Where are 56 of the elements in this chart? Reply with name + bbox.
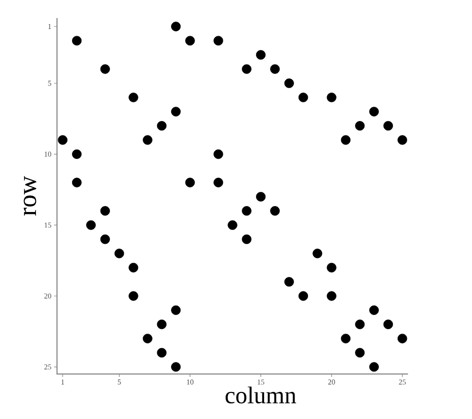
- point: [58, 135, 68, 145]
- point: [100, 206, 110, 216]
- point: [128, 92, 138, 102]
- point: [100, 234, 110, 244]
- point: [340, 334, 351, 344]
- point: [171, 106, 181, 116]
- point: [228, 220, 238, 230]
- point: [256, 192, 266, 202]
- point: [242, 234, 252, 244]
- point: [298, 291, 308, 301]
- point: [355, 348, 365, 358]
- point: [398, 334, 408, 344]
- point: [369, 106, 379, 116]
- point: [326, 92, 336, 102]
- point: [270, 64, 280, 74]
- point: [185, 178, 195, 188]
- point: [72, 149, 82, 159]
- point: [340, 135, 351, 145]
- point: [156, 120, 167, 131]
- point: [100, 64, 110, 74]
- point: [72, 178, 82, 188]
- point: [369, 362, 379, 372]
- point: [355, 320, 365, 330]
- point: [270, 206, 280, 216]
- point: [326, 262, 336, 272]
- point: [312, 248, 322, 258]
- point: [142, 135, 152, 145]
- point: [185, 36, 195, 46]
- point: [72, 36, 82, 46]
- point: [284, 277, 294, 287]
- point: [214, 36, 224, 46]
- point: [156, 348, 167, 358]
- point: [114, 248, 124, 258]
- point: [142, 334, 152, 344]
- y-axis-title: row: [24, 176, 36, 216]
- point: [398, 135, 408, 145]
- point: [86, 220, 96, 230]
- point: [242, 206, 252, 216]
- point: [171, 305, 181, 315]
- point: [214, 149, 224, 159]
- x-axis-title: column: [226, 386, 296, 404]
- point: [156, 320, 167, 330]
- point: [171, 362, 181, 372]
- point: [298, 92, 308, 102]
- point: [256, 50, 266, 60]
- point: [326, 291, 336, 301]
- point: [128, 262, 138, 272]
- point: [355, 120, 365, 131]
- point: [383, 120, 393, 131]
- point: [171, 22, 181, 32]
- point: [383, 320, 393, 330]
- point: [242, 64, 252, 74]
- point: [214, 178, 224, 188]
- point: [128, 291, 138, 301]
- point: [369, 305, 379, 315]
- point: [284, 78, 294, 88]
